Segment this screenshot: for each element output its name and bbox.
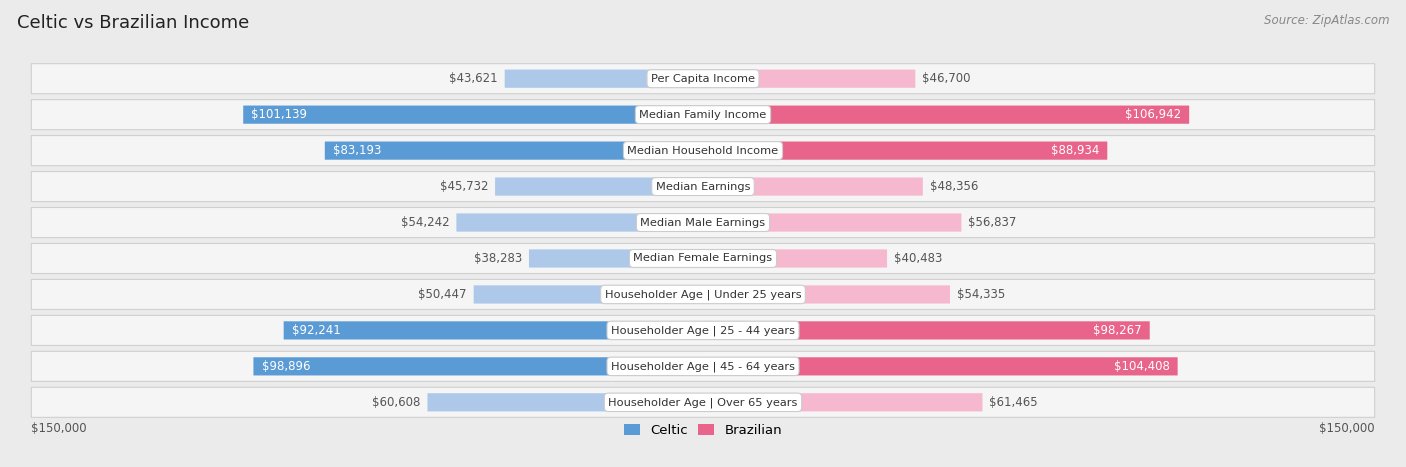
Legend: Celtic, Brazilian: Celtic, Brazilian bbox=[619, 419, 787, 442]
FancyBboxPatch shape bbox=[474, 285, 703, 304]
Text: $83,193: $83,193 bbox=[333, 144, 381, 157]
FancyBboxPatch shape bbox=[325, 142, 703, 160]
FancyBboxPatch shape bbox=[31, 171, 1375, 202]
FancyBboxPatch shape bbox=[427, 393, 703, 411]
FancyBboxPatch shape bbox=[703, 321, 1150, 340]
FancyBboxPatch shape bbox=[31, 135, 1375, 166]
FancyBboxPatch shape bbox=[703, 249, 887, 268]
Text: Median Male Earnings: Median Male Earnings bbox=[641, 218, 765, 227]
Text: Householder Age | 25 - 44 years: Householder Age | 25 - 44 years bbox=[612, 325, 794, 336]
Text: $92,241: $92,241 bbox=[292, 324, 340, 337]
Text: $101,139: $101,139 bbox=[252, 108, 308, 121]
FancyBboxPatch shape bbox=[31, 279, 1375, 310]
Text: $88,934: $88,934 bbox=[1050, 144, 1099, 157]
Text: $61,465: $61,465 bbox=[990, 396, 1038, 409]
Text: Householder Age | 45 - 64 years: Householder Age | 45 - 64 years bbox=[612, 361, 794, 372]
Text: $45,732: $45,732 bbox=[440, 180, 488, 193]
FancyBboxPatch shape bbox=[31, 315, 1375, 346]
FancyBboxPatch shape bbox=[703, 70, 915, 88]
FancyBboxPatch shape bbox=[31, 351, 1375, 382]
Text: Householder Age | Over 65 years: Householder Age | Over 65 years bbox=[609, 397, 797, 408]
FancyBboxPatch shape bbox=[31, 64, 1375, 94]
FancyBboxPatch shape bbox=[505, 70, 703, 88]
FancyBboxPatch shape bbox=[243, 106, 703, 124]
Text: $43,621: $43,621 bbox=[450, 72, 498, 85]
Text: Median Household Income: Median Household Income bbox=[627, 146, 779, 156]
FancyBboxPatch shape bbox=[703, 357, 1178, 375]
Text: $104,408: $104,408 bbox=[1114, 360, 1170, 373]
Text: $98,896: $98,896 bbox=[262, 360, 311, 373]
FancyBboxPatch shape bbox=[457, 213, 703, 232]
FancyBboxPatch shape bbox=[31, 387, 1375, 417]
Text: Median Earnings: Median Earnings bbox=[655, 182, 751, 191]
Text: Per Capita Income: Per Capita Income bbox=[651, 74, 755, 84]
Text: $54,242: $54,242 bbox=[401, 216, 450, 229]
Text: Celtic vs Brazilian Income: Celtic vs Brazilian Income bbox=[17, 14, 249, 32]
Text: $106,942: $106,942 bbox=[1125, 108, 1181, 121]
Text: $38,283: $38,283 bbox=[474, 252, 522, 265]
FancyBboxPatch shape bbox=[529, 249, 703, 268]
Text: $56,837: $56,837 bbox=[969, 216, 1017, 229]
Text: Source: ZipAtlas.com: Source: ZipAtlas.com bbox=[1264, 14, 1389, 27]
FancyBboxPatch shape bbox=[703, 106, 1189, 124]
FancyBboxPatch shape bbox=[703, 285, 950, 304]
FancyBboxPatch shape bbox=[31, 207, 1375, 238]
Text: $46,700: $46,700 bbox=[922, 72, 970, 85]
FancyBboxPatch shape bbox=[31, 99, 1375, 130]
FancyBboxPatch shape bbox=[703, 142, 1108, 160]
Text: $150,000: $150,000 bbox=[1319, 422, 1375, 435]
FancyBboxPatch shape bbox=[703, 393, 983, 411]
FancyBboxPatch shape bbox=[284, 321, 703, 340]
Text: Median Female Earnings: Median Female Earnings bbox=[634, 254, 772, 263]
Text: $54,335: $54,335 bbox=[957, 288, 1005, 301]
Text: $98,267: $98,267 bbox=[1092, 324, 1142, 337]
Text: $150,000: $150,000 bbox=[31, 422, 87, 435]
FancyBboxPatch shape bbox=[703, 177, 922, 196]
FancyBboxPatch shape bbox=[495, 177, 703, 196]
Text: Median Family Income: Median Family Income bbox=[640, 110, 766, 120]
Text: $60,608: $60,608 bbox=[373, 396, 420, 409]
FancyBboxPatch shape bbox=[31, 243, 1375, 274]
FancyBboxPatch shape bbox=[703, 213, 962, 232]
FancyBboxPatch shape bbox=[253, 357, 703, 375]
Text: Householder Age | Under 25 years: Householder Age | Under 25 years bbox=[605, 289, 801, 300]
Text: $50,447: $50,447 bbox=[419, 288, 467, 301]
Text: $40,483: $40,483 bbox=[894, 252, 942, 265]
Text: $48,356: $48,356 bbox=[929, 180, 979, 193]
